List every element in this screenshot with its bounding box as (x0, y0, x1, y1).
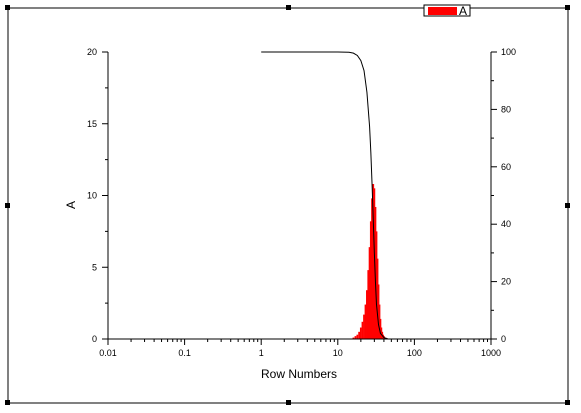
y2-tick-label-0: 0 (501, 334, 506, 344)
y-tick-label-2: 10 (87, 191, 97, 201)
handle-top-left[interactable] (5, 5, 10, 10)
bar (378, 304, 381, 339)
legend-label: A (459, 4, 467, 18)
x-tick-label-1: 0.1 (178, 348, 191, 358)
bar (371, 198, 373, 339)
y2-tick-label-1: 20 (501, 277, 511, 287)
y-tick-label-3: 15 (87, 119, 97, 129)
y-tick-label-0: 0 (92, 334, 97, 344)
bar (377, 284, 380, 339)
bar (376, 258, 379, 339)
plot-axes (107, 52, 492, 340)
bar (368, 247, 371, 339)
x-tick-label-0: 0.01 (99, 348, 117, 358)
bar (354, 336, 357, 339)
bar (359, 327, 362, 339)
bar (364, 304, 367, 339)
bar (361, 321, 364, 339)
y-axis-ticks: 0 5 10 15 20 (87, 47, 108, 344)
bar (367, 270, 370, 339)
handle-bottom-left[interactable] (5, 400, 10, 405)
bar-series (352, 184, 388, 339)
y2-tick-label-5: 100 (501, 47, 516, 57)
legend[interactable]: A (423, 4, 471, 18)
selection-handles[interactable] (5, 5, 570, 405)
bar (369, 221, 372, 339)
y-axis-title: A (64, 201, 78, 209)
x-tick-label-3: 10 (333, 348, 343, 358)
y2-tick-label-3: 60 (501, 162, 511, 172)
legend-swatch (428, 7, 457, 15)
bar (379, 318, 382, 339)
handle-bottom-center[interactable] (286, 400, 291, 405)
y-tick-label-4: 20 (87, 47, 97, 57)
handle-bottom-right[interactable] (565, 400, 570, 405)
handle-top-center[interactable] (286, 5, 291, 10)
handle-top-right[interactable] (565, 5, 570, 10)
x-tick-label-2: 1 (259, 348, 264, 358)
y2-tick-label-2: 40 (501, 219, 511, 229)
y2-axis-ticks: 0 20 40 60 80 100 (491, 47, 516, 344)
x-tick-label-4: 100 (407, 348, 422, 358)
bar (356, 334, 359, 339)
bar (352, 337, 355, 339)
bar (363, 314, 365, 339)
line-series (261, 51, 389, 340)
y-tick-label-1: 5 (92, 262, 97, 272)
handle-middle-left[interactable] (5, 203, 10, 208)
x-tick-label-5: 1000 (481, 348, 501, 358)
bar (366, 290, 368, 339)
x-axis-ticks: 0.01 0.1 1 10 100 1000 (99, 339, 501, 358)
y2-tick-label-4: 80 (501, 104, 511, 114)
bar (358, 331, 361, 339)
bar (372, 184, 375, 339)
x-axis-title: Row Numbers (261, 367, 337, 381)
handle-middle-right[interactable] (565, 203, 570, 208)
bar (375, 231, 378, 339)
